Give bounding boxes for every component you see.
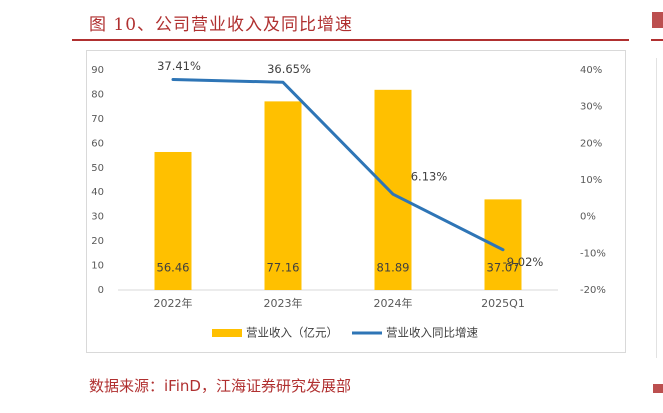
figure-title: 图 10、公司营业收入及同比增速 bbox=[89, 15, 354, 35]
y-right-tick-label: 10% bbox=[580, 175, 602, 186]
y-left-tick-label: 60 bbox=[91, 138, 104, 149]
y-left-tick-label: 70 bbox=[91, 114, 104, 125]
title-rule bbox=[72, 39, 629, 41]
y-right-tick-label: -10% bbox=[580, 248, 606, 259]
bar-revenue bbox=[374, 89, 412, 290]
y-left-tick-label: 90 bbox=[91, 65, 104, 76]
y-left-tick-label: 50 bbox=[91, 163, 104, 174]
adjacent-figure-fragment bbox=[652, 12, 663, 28]
y-left-tick-label: 0 bbox=[98, 285, 104, 296]
x-tick-label: 2023年 bbox=[264, 296, 303, 310]
bar-data-label: 77.16 bbox=[267, 261, 300, 275]
line-data-label: 6.13% bbox=[411, 170, 448, 184]
y-right-tick-label: 40% bbox=[580, 65, 602, 76]
line-data-label: 36.65% bbox=[267, 62, 311, 76]
legend-swatch-bar bbox=[212, 329, 242, 337]
source-suffix: ，江海证券研究发展部 bbox=[200, 377, 351, 395]
line-growth bbox=[171, 77, 505, 252]
y-left-tick-label: 20 bbox=[91, 236, 104, 247]
x-tick-label: 2024年 bbox=[374, 296, 413, 310]
y-left-tick-label: 80 bbox=[91, 89, 104, 100]
adjacent-title-rule bbox=[651, 39, 663, 41]
source-note: 数据来源：iFinD，江海证券研究发展部 bbox=[89, 375, 351, 396]
bar-revenue bbox=[154, 151, 192, 290]
x-tick-label: 2025Q1 bbox=[481, 297, 525, 310]
x-tick-label: 2022年 bbox=[154, 296, 193, 310]
line-data-label: 37.41% bbox=[157, 59, 201, 73]
source-main: iFinD bbox=[164, 377, 201, 395]
line-data-label: -9.02% bbox=[503, 255, 544, 269]
adjacent-source-fragment bbox=[653, 384, 663, 393]
adjacent-chart-border bbox=[656, 58, 657, 358]
legend-label-bar: 营业收入（亿元） bbox=[246, 326, 338, 340]
bar-data-label: 81.89 bbox=[377, 261, 410, 275]
y-right-tick-label: 0% bbox=[580, 212, 596, 223]
y-right-tick-label: 30% bbox=[580, 102, 602, 113]
legend-label-line: 营业收入同比增速 bbox=[386, 326, 478, 340]
y-left-tick-label: 40 bbox=[91, 187, 104, 198]
y-right-tick-label: -20% bbox=[580, 285, 606, 296]
source-prefix: 数据来源： bbox=[89, 377, 165, 395]
y-left-tick-label: 30 bbox=[91, 212, 104, 223]
bar-data-label: 37.07 bbox=[487, 261, 520, 275]
bar-data-label: 56.46 bbox=[157, 261, 190, 275]
y-right-tick-label: 20% bbox=[580, 138, 602, 149]
bar-revenue bbox=[264, 101, 302, 291]
chart-frame bbox=[86, 50, 626, 353]
y-left-tick-label: 10 bbox=[91, 261, 104, 272]
